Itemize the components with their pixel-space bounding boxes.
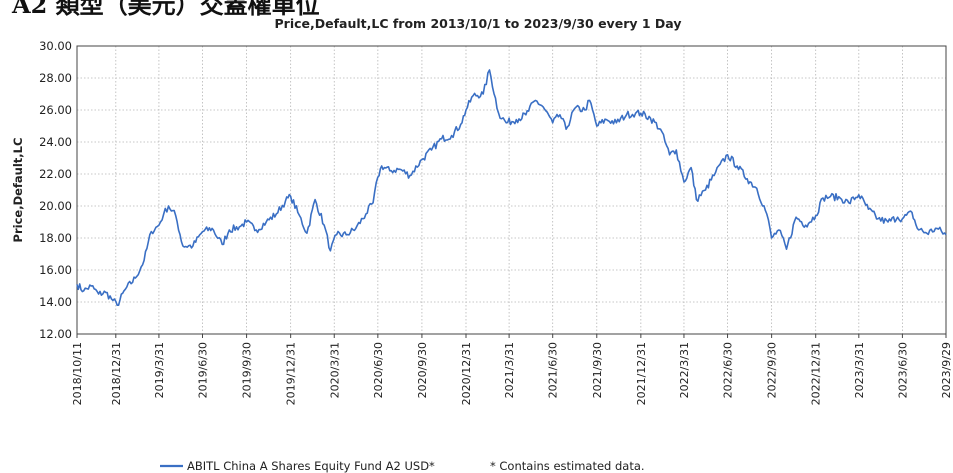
legend-estimate-note: * Contains estimated data. [490,459,645,473]
x-axis-ticks: 2018/10/11 2018/12/31 2019/3/31 2019/6/30 20… [71,334,953,405]
x-tick-label: 2018/10/11 [71,342,84,405]
x-tick-label: 2020/12/31 [460,342,473,405]
series-layer [76,69,947,306]
x-tick-label: 2023/6/30 [896,342,909,398]
x-tick-label: 2019/6/30 [197,342,210,398]
y-tick-label: 24.00 [39,135,72,149]
series-line [76,69,947,306]
y-tick-label: 14.00 [39,295,72,309]
x-tick-label: 2018/12/31 [110,342,123,405]
x-tick-label: 2019/3/31 [153,342,166,398]
x-tick-label: 2020/3/31 [328,342,341,398]
x-tick-label: 2021/6/30 [547,342,560,398]
y-tick-label: 12.00 [39,327,72,341]
x-tick-label: 2022/3/31 [678,342,691,398]
y-tick-label: 26.00 [39,103,72,117]
x-tick-label: 2023/9/29 [940,342,953,398]
y-tick-label: 20.00 [39,199,72,213]
y-tick-label: 28.00 [39,71,72,85]
chart-title: Price,Default,LC from 2013/10/1 to 2023/… [275,16,682,31]
x-tick-label: 2021/12/31 [635,342,648,405]
y-axis-label: Price,Default,LC [11,138,25,243]
x-tick-label: 2019/9/30 [241,342,254,398]
x-tick-label: 2022/12/31 [810,342,823,405]
y-tick-label: 18.00 [39,231,72,245]
x-tick-label: 2021/9/30 [591,342,604,398]
x-tick-label: 2023/3/31 [853,342,866,398]
y-tick-label: 22.00 [39,167,72,181]
y-axis-ticks: 12.00 14.00 16.00 18.00 20.00 22.00 24.00 26.00… [39,39,72,341]
x-tick-label: 2022/6/30 [722,342,735,398]
legend: ABITL China A Shares Equity Fund A2 USD*… [160,459,645,473]
y-tick-label: 16.00 [39,263,72,277]
grid-lines [76,45,947,335]
plot-frame [76,45,947,335]
x-tick-label: 2022/9/30 [766,342,779,398]
page-header-fragment: A2 類型（美元）交蓋權單位 [12,0,320,19]
x-tick-label: 2021/3/31 [503,342,516,398]
x-tick-label: 2020/6/30 [372,342,385,398]
x-tick-label: 2020/9/30 [416,342,429,398]
x-tick-label: 2019/12/31 [285,342,298,405]
y-tick-label: 30.00 [39,39,72,53]
legend-series-name: ABITL China A Shares Equity Fund A2 USD* [187,459,435,473]
